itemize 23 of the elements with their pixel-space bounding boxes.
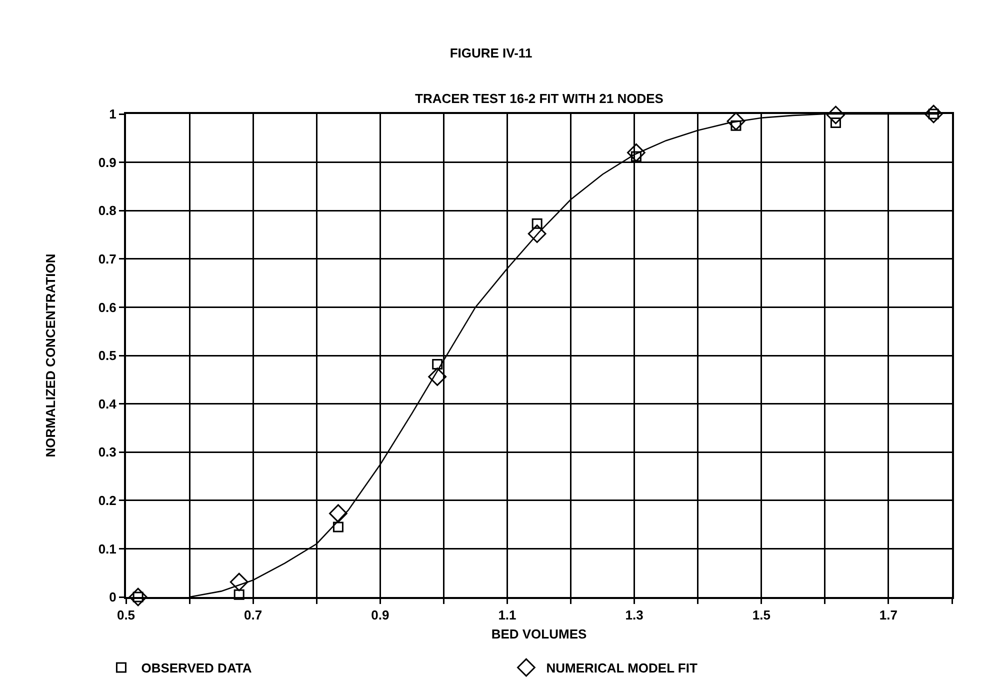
x-axis-title: BED VOLUMES bbox=[491, 626, 587, 642]
y-tick-label: 0.6 bbox=[98, 300, 116, 315]
x-tick-label: 0.7 bbox=[244, 608, 262, 623]
chart-subtitle: TRACER TEST 16-2 FIT WITH 21 NODES bbox=[415, 91, 664, 106]
x-tick-label: 1.5 bbox=[752, 608, 770, 623]
x-tick-label: 1.3 bbox=[625, 608, 644, 623]
y-tick-label: 0.4 bbox=[98, 396, 118, 412]
x-tick-label: 1.7 bbox=[879, 608, 898, 623]
y-tick-label: 1 bbox=[109, 106, 116, 122]
y-tick-label: 0.7 bbox=[98, 251, 116, 266]
y-tick-label: 0.3 bbox=[98, 444, 116, 460]
chart-title: FIGURE IV-11 bbox=[450, 46, 532, 61]
y-tick-label: 0.1 bbox=[98, 541, 116, 556]
y-tick-label: 0.9 bbox=[98, 154, 116, 170]
y-axis-title: NORMALIZED CONCENTRATION bbox=[42, 254, 58, 458]
y-tick-label: 0.2 bbox=[98, 492, 116, 508]
y-tick-label: 0.8 bbox=[98, 203, 116, 218]
legend-label: OBSERVED DATA bbox=[141, 660, 252, 676]
y-tick-label: 0.5 bbox=[98, 348, 116, 364]
legend-label: NUMERICAL MODEL FIT bbox=[546, 660, 698, 676]
x-tick-label: 1.1 bbox=[498, 608, 516, 623]
x-tick-label: 0.9 bbox=[371, 608, 390, 623]
y-tick-label: 0 bbox=[109, 590, 116, 605]
